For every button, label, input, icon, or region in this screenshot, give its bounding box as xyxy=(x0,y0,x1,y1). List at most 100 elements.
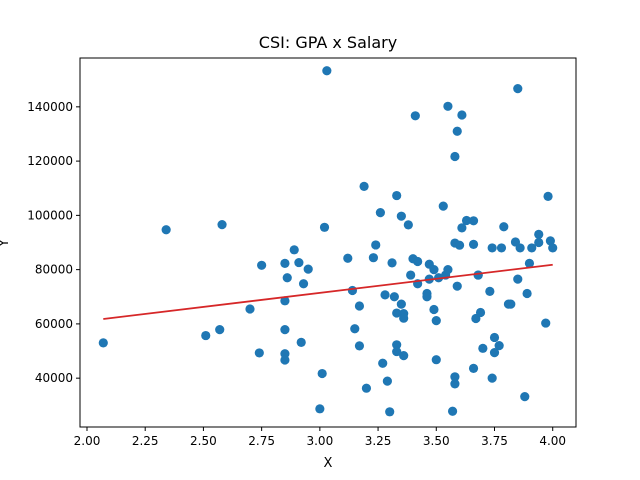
data-point xyxy=(543,191,553,201)
data-point xyxy=(413,256,423,267)
data-point xyxy=(389,292,399,302)
data-point xyxy=(548,243,558,253)
data-point xyxy=(485,286,495,296)
data-point xyxy=(438,201,448,211)
data-point xyxy=(280,296,290,306)
data-point xyxy=(450,379,460,389)
data-point xyxy=(450,372,460,382)
data-point xyxy=(322,66,332,76)
data-point xyxy=(534,229,544,239)
plot-area xyxy=(98,66,558,417)
data-point xyxy=(375,208,385,218)
data-point xyxy=(429,304,439,315)
x-axis-label: X xyxy=(324,456,333,471)
data-point xyxy=(468,216,479,226)
data-point xyxy=(392,190,402,201)
data-point xyxy=(359,181,369,191)
y-axis-label: Y xyxy=(0,239,12,248)
data-point xyxy=(489,332,500,343)
data-point xyxy=(317,368,327,379)
data-point xyxy=(392,308,402,318)
data-point xyxy=(343,253,353,263)
data-point xyxy=(522,288,532,299)
data-point xyxy=(406,270,416,280)
axes-frame xyxy=(79,57,577,428)
data-point xyxy=(457,110,467,120)
data-point xyxy=(354,341,365,351)
y-tick-label: 80000 xyxy=(35,263,73,277)
data-point xyxy=(450,151,460,162)
data-point xyxy=(494,341,504,351)
data-point xyxy=(520,392,530,402)
data-point xyxy=(396,299,406,309)
data-point xyxy=(161,225,171,235)
x-tick-label: 2.25 xyxy=(132,434,159,448)
data-point xyxy=(392,346,402,357)
chart-title: CSI: GPA x Salary xyxy=(259,33,397,52)
data-point xyxy=(392,340,402,350)
data-point xyxy=(475,307,486,318)
x-tick-label: 4.00 xyxy=(539,434,566,448)
data-point xyxy=(215,324,225,335)
data-point xyxy=(515,243,525,253)
data-point xyxy=(422,292,432,302)
x-axis-ticks: 2.00 2.25 2.50 2.75 3.00 3.25 3.50 3.75 4.00 xyxy=(74,427,566,448)
data-point xyxy=(350,324,360,334)
axes xyxy=(79,57,577,428)
data-point xyxy=(534,237,544,248)
data-point xyxy=(298,279,309,289)
data-point xyxy=(245,304,255,314)
data-point xyxy=(98,338,108,348)
data-point xyxy=(527,243,537,253)
data-point xyxy=(506,299,516,309)
x-tick-label: 2.75 xyxy=(248,434,275,448)
y-tick-label: 120000 xyxy=(27,154,73,168)
data-point xyxy=(294,257,304,268)
data-point xyxy=(478,343,488,353)
data-point xyxy=(429,265,439,275)
y-tick-label: 60000 xyxy=(35,317,73,331)
data-point xyxy=(371,240,381,250)
data-point xyxy=(513,274,523,284)
data-point xyxy=(457,223,467,233)
data-point xyxy=(447,406,458,416)
data-point xyxy=(468,363,479,373)
x-tick-label: 2.50 xyxy=(190,434,217,448)
data-point xyxy=(361,383,372,393)
y-axis-ticks: 40000 60000 80000 100000 120000 140000 xyxy=(27,100,80,385)
data-point xyxy=(280,355,290,365)
data-point xyxy=(468,239,479,249)
data-point xyxy=(280,324,290,335)
data-point xyxy=(303,264,313,274)
data-point xyxy=(396,211,406,221)
data-point xyxy=(496,243,507,253)
data-point xyxy=(443,101,453,111)
data-point xyxy=(410,111,420,121)
x-tick-label: 3.00 xyxy=(306,434,333,448)
data-point xyxy=(354,301,365,311)
data-point xyxy=(499,222,509,232)
data-point xyxy=(347,285,358,296)
data-point xyxy=(368,253,379,263)
data-point xyxy=(201,330,211,341)
data-point xyxy=(289,245,299,255)
data-point xyxy=(452,281,462,291)
data-point xyxy=(254,348,264,358)
data-point xyxy=(319,222,330,232)
data-point xyxy=(385,407,395,417)
x-tick-label: 3.25 xyxy=(365,434,392,448)
data-point xyxy=(282,273,292,283)
data-point xyxy=(487,243,497,253)
x-tick-label: 2.00 xyxy=(74,434,101,448)
data-point xyxy=(452,126,462,136)
data-point xyxy=(541,318,551,328)
data-point xyxy=(403,220,413,230)
y-tick-label: 40000 xyxy=(35,371,73,385)
data-point xyxy=(513,84,523,94)
data-point xyxy=(443,265,453,275)
data-point xyxy=(217,219,227,230)
data-point xyxy=(280,258,290,268)
data-point xyxy=(382,376,392,386)
